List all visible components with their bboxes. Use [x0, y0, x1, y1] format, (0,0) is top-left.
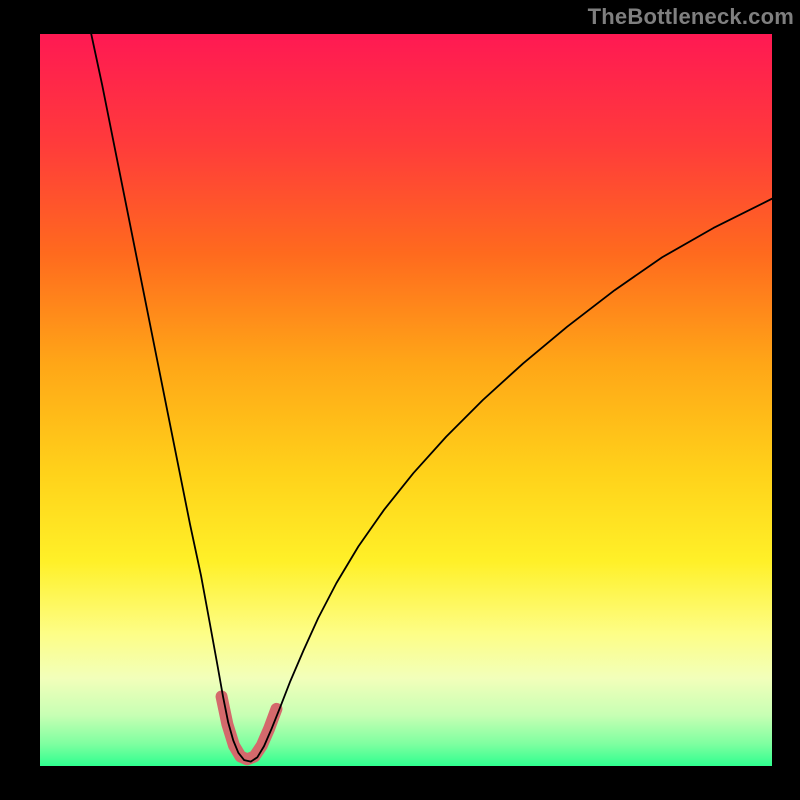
chart-frame: TheBottleneck.com — [0, 0, 800, 800]
bottleneck-curve-chart — [40, 34, 772, 766]
watermark-text: TheBottleneck.com — [588, 4, 794, 30]
gradient-background — [40, 34, 772, 766]
plot-area — [40, 34, 772, 766]
